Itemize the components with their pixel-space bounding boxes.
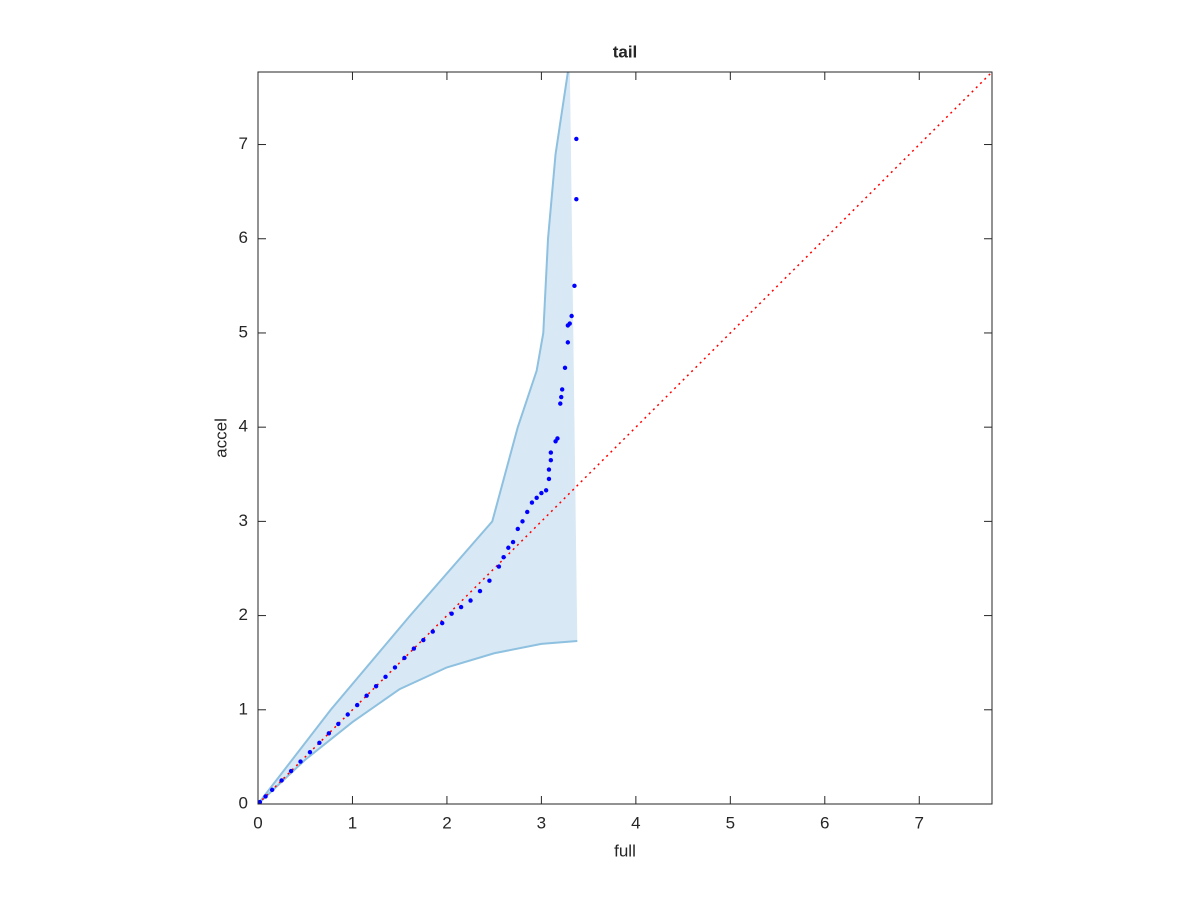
data-point — [548, 450, 554, 455]
x-tick-label: 7 — [915, 813, 924, 832]
chart-title: tail — [613, 42, 638, 61]
data-point — [383, 674, 388, 680]
data-point — [572, 283, 577, 289]
data-point — [279, 778, 284, 783]
axes-frame — [257, 71, 993, 805]
data-point — [567, 321, 572, 326]
band-upper-line — [258, 72, 569, 804]
data-point — [546, 476, 552, 482]
y-tick-label: 0 — [239, 793, 248, 812]
data-point — [298, 759, 303, 764]
data-point — [506, 545, 511, 550]
y-tick-label: 6 — [239, 228, 248, 247]
data-point — [534, 495, 539, 501]
confidence-band — [258, 72, 578, 804]
y-tick-label: 7 — [239, 134, 248, 153]
data-point — [562, 365, 568, 371]
data-point — [354, 702, 360, 708]
data-point — [548, 457, 554, 463]
data-point — [487, 578, 492, 583]
data-point — [501, 554, 506, 560]
data-point — [510, 539, 516, 545]
x-tick-label: 3 — [537, 813, 546, 832]
data-point — [421, 637, 426, 643]
data-point — [411, 646, 417, 651]
x-tick-label: 5 — [726, 813, 735, 832]
data-point — [364, 693, 369, 698]
data-point — [525, 509, 530, 515]
data-point — [555, 436, 560, 441]
data-point — [574, 136, 579, 142]
data-point — [258, 799, 263, 804]
data-point — [558, 401, 563, 406]
data-point — [496, 564, 502, 569]
data-point — [392, 665, 398, 670]
y-tick-label: 4 — [239, 417, 248, 436]
data-point — [574, 196, 579, 202]
data-point — [515, 526, 520, 532]
data-point — [546, 467, 552, 472]
data-point — [477, 588, 483, 594]
data-point — [543, 488, 549, 493]
data-point — [402, 655, 407, 661]
data-point — [336, 721, 341, 727]
plot-area — [258, 72, 992, 804]
data-point — [520, 519, 525, 524]
x-tick-label: 1 — [348, 813, 357, 832]
data-point — [326, 731, 332, 736]
x-axis-label: full — [614, 841, 636, 860]
x-tick-label: 2 — [442, 813, 451, 832]
data-point — [458, 604, 464, 610]
data-point — [440, 620, 445, 626]
data-point — [529, 500, 535, 505]
data-point — [288, 768, 294, 774]
data-point — [263, 794, 268, 799]
data-point — [565, 340, 571, 345]
y-tick-label: 3 — [239, 511, 248, 530]
data-point — [569, 313, 574, 319]
data-point — [539, 490, 544, 496]
data-point — [430, 629, 435, 634]
data-point — [307, 749, 313, 755]
y-tick-label: 2 — [239, 605, 248, 624]
data-point — [449, 611, 454, 616]
x-tick-label: 0 — [253, 813, 262, 832]
data-point — [468, 598, 473, 603]
data-point — [559, 394, 564, 400]
y-tick-label: 1 — [239, 699, 248, 718]
y-tick-label: 5 — [239, 322, 248, 341]
y-axis-label: accel — [211, 418, 230, 458]
data-point — [373, 684, 379, 689]
data-point — [345, 712, 350, 717]
x-tick-label: 6 — [820, 813, 829, 832]
x-tick-label: 4 — [631, 813, 640, 832]
data-point — [317, 740, 322, 745]
band-lower-line — [258, 640, 578, 804]
data-point — [269, 787, 275, 793]
data-point — [559, 387, 565, 392]
